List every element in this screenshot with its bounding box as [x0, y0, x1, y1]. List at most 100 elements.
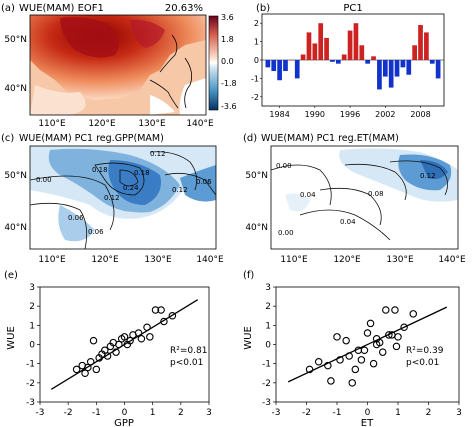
panel-tag-f: (f) [243, 270, 254, 281]
panel-tag-e: (e) [4, 270, 18, 281]
x-tick: 1990 [305, 110, 325, 119]
bar-1986 [289, 60, 294, 61]
colorbar-tick: 0.0 [221, 57, 234, 66]
regression-line [287, 306, 448, 383]
y-tick: -2 [262, 379, 271, 389]
lon-tick: 120°E [333, 255, 361, 265]
y-tick: 2 [29, 302, 35, 312]
y-tick: 0 [29, 341, 35, 351]
bar-2008 [418, 25, 423, 60]
scatter-point [394, 333, 402, 341]
contour-label: 0.00 [36, 176, 52, 184]
bar-1987 [294, 60, 300, 79]
scatter-point [112, 348, 120, 356]
lon-tick: 140°E [186, 119, 214, 129]
bar-2007 [412, 45, 417, 60]
y-tick: -3 [26, 398, 35, 408]
bar-1996 [347, 30, 353, 60]
panel-title-d: WUE(MAM) PC1 reg.ET(MAM) [261, 133, 399, 144]
lon-tick: 130°E [144, 255, 172, 265]
x-tick: -3 [36, 408, 45, 418]
panel-b: (b) PC1 2 1 0 -1 -2 1984 1990 1996 2002 … [251, 3, 445, 119]
colorbar: 3.6 1.8 0.0 -1.8 -3.6 [208, 13, 237, 111]
colorbar-tick: -1.8 [221, 79, 237, 88]
contour-label: 0.18 [134, 169, 150, 177]
contour-label: 0.00 [278, 229, 294, 237]
contour-label: 0.18 [92, 166, 108, 174]
scatter-point [336, 356, 344, 364]
scatter-point [348, 379, 356, 387]
bar-1989 [306, 32, 312, 60]
scatter-point [137, 334, 146, 343]
p-value-f: p<0.01 [406, 358, 439, 368]
x-axis-label-e: GPP [114, 418, 134, 427]
scatter-point [84, 363, 92, 372]
bar-1995 [341, 54, 347, 60]
x-tick: 3 [206, 408, 212, 418]
scatter-point [120, 333, 129, 341]
lat-tick: 40°N [4, 223, 27, 233]
y-axis-label-e: WUE [6, 326, 17, 350]
r-squared-f: R²=0.39 [406, 346, 444, 356]
bar-2009 [424, 32, 429, 60]
y-tick: 1 [254, 38, 259, 47]
y-tick: -3 [262, 398, 271, 408]
lon-tick: 110°E [38, 255, 66, 265]
y-ticks-b: 2 1 0 -1 -2 [251, 19, 259, 102]
contour-label: 0.06 [88, 228, 104, 236]
scatter-point [98, 350, 106, 358]
contour-label: 0.12 [172, 186, 188, 194]
x-tick: 2008 [410, 110, 430, 119]
contour-label: 0.12 [150, 150, 166, 158]
scatter-point [92, 365, 101, 374]
scatter-point [89, 336, 98, 345]
scatter-point [382, 306, 390, 314]
scatter-point [400, 323, 408, 331]
bar-1994 [335, 60, 341, 64]
y-tick: 1 [29, 321, 35, 331]
x-tick: -2 [302, 408, 311, 418]
panel-c: (c) WUE(MAM) PC1 reg.GPP(MAM) 0.12 0.00 … [1, 133, 224, 265]
et-regression-map [271, 146, 458, 249]
scatter-point [392, 342, 401, 351]
contour-label: 0.06 [68, 214, 84, 222]
scatter-point [366, 319, 375, 328]
bar-1985 [283, 60, 288, 72]
lon-ticks-d: 110°E 120°E 130°E 140°E [280, 255, 466, 265]
scatter-point [157, 306, 165, 314]
x-ticks-b: 1984 1990 1996 2002 2008 [269, 110, 430, 119]
y-tick: 3 [265, 283, 271, 293]
y-tick: 2 [254, 19, 259, 28]
scatter-point [72, 365, 81, 374]
bar-1982 [265, 60, 271, 68]
lon-tick: 120°E [91, 255, 119, 265]
scatter-point [385, 331, 393, 339]
panel-d: (d) WUE(MAM) PC1 reg.ET(MAM) 0.00 0.04 0… [243, 133, 466, 265]
scatter-point [81, 369, 89, 377]
x-tick: 2 [426, 408, 432, 418]
lat-tick: 50°N [245, 171, 268, 181]
scatter-point [115, 340, 123, 349]
scatter-point [391, 306, 399, 314]
scatter-point [360, 346, 369, 354]
contour-label: 0.08 [368, 190, 384, 198]
bar-1988 [300, 54, 306, 60]
eof-map [30, 15, 206, 115]
y-tick: -2 [251, 93, 259, 102]
y-tick: 0 [254, 56, 259, 65]
y-axis-label-f: WUE [243, 326, 254, 350]
lat-ticks-a: 50°N 40°N [4, 35, 27, 94]
x-tick: 2 [178, 408, 184, 418]
panel-tag-a: (a) [1, 3, 15, 14]
lon-tick: 120°E [88, 119, 116, 129]
scatter-point [345, 352, 353, 360]
bar-2010 [429, 60, 435, 64]
scatter-point [409, 310, 417, 318]
y-tick: 1 [265, 321, 271, 331]
colorbar-tick: -3.6 [221, 102, 237, 111]
y-tick: -1 [262, 360, 271, 370]
scatter-plot-gpp: -3 -2 -1 0 1 2 3 3 2 1 0 -1 -2 -3 [26, 283, 212, 418]
